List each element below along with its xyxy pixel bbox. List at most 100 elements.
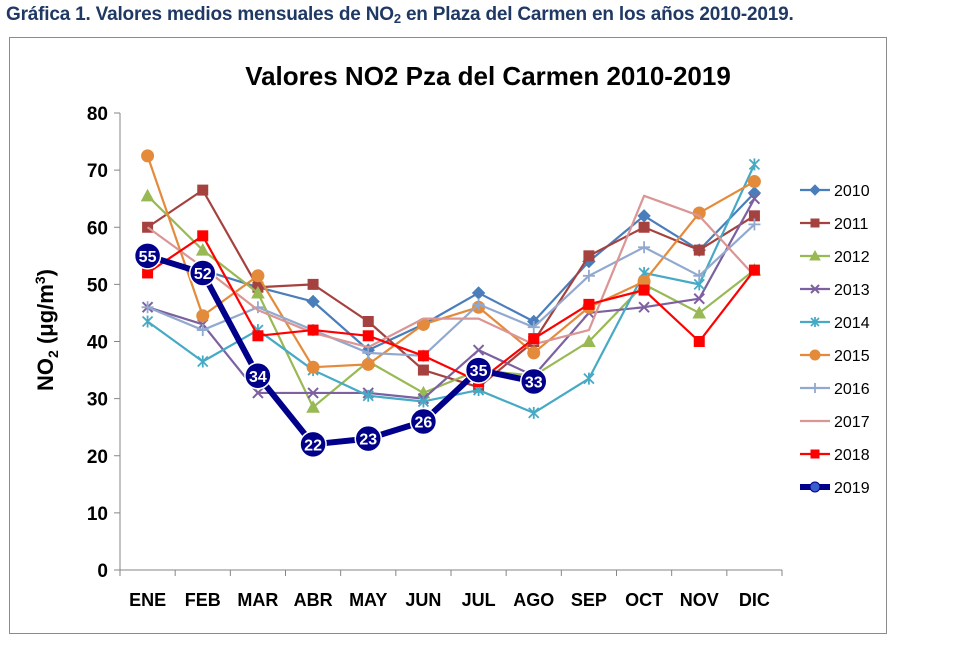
data-point-2015 bbox=[196, 309, 210, 323]
data-point-2013 bbox=[307, 387, 319, 399]
y-axis-label-sub: 2 bbox=[45, 350, 61, 358]
data-point-2016 bbox=[196, 324, 209, 337]
legend-item-2019: 2019 bbox=[800, 480, 870, 497]
data-point-2013 bbox=[252, 387, 264, 399]
legend-item-2017: 2017 bbox=[800, 414, 870, 431]
data-point-2019 bbox=[133, 242, 162, 270]
data-point-2018 bbox=[307, 324, 319, 336]
legend-label: 2016 bbox=[834, 381, 870, 398]
x-tick-label: FEB bbox=[185, 590, 221, 610]
data-point-2012 bbox=[251, 285, 265, 299]
legend-label: 2018 bbox=[834, 447, 870, 464]
legend-label: 2011 bbox=[834, 216, 869, 233]
y-tick-label: 60 bbox=[87, 218, 108, 239]
data-point-2015 bbox=[361, 357, 375, 371]
series-line-2010 bbox=[147, 192, 756, 352]
legend-label: 2015 bbox=[834, 348, 870, 365]
legend-swatch-marker bbox=[809, 184, 821, 196]
series-line-2011 bbox=[146, 189, 755, 389]
data-point-2019 bbox=[409, 407, 438, 436]
data-label-2019: 55 bbox=[139, 249, 157, 266]
data-point-2015 bbox=[141, 149, 155, 163]
x-tick-label: NOV bbox=[680, 590, 719, 610]
axes-group: 0 10 20 30 40 50 60 70 80 ENE FEB MAR ABR MAY JUN JUL AG… bbox=[87, 104, 783, 610]
data-point-2019 bbox=[464, 356, 493, 384]
legend-swatch-marker bbox=[810, 284, 820, 294]
data-point-2018 bbox=[197, 230, 209, 242]
data-point-2016 bbox=[693, 269, 706, 282]
data-point-2019 bbox=[354, 424, 382, 453]
data-point-2011 bbox=[197, 184, 209, 196]
data-point-2018 bbox=[693, 336, 705, 347]
x-tick-label: JUL bbox=[462, 590, 496, 610]
data-point-2014 bbox=[362, 389, 374, 402]
series-2017 bbox=[146, 194, 756, 349]
data-point-2014 bbox=[528, 406, 540, 419]
series-line-2012 bbox=[146, 195, 756, 409]
legend-swatch-marker bbox=[809, 349, 821, 361]
y-tick-label: 50 bbox=[87, 275, 108, 296]
legend-item-2010: 2010 bbox=[800, 183, 870, 200]
data-point-2016 bbox=[582, 269, 595, 282]
data-label-2019: 35 bbox=[470, 363, 488, 380]
legend-item-2016: 2016 bbox=[800, 381, 870, 398]
legend-swatch-marker bbox=[809, 249, 821, 261]
legend-swatch-marker bbox=[810, 218, 820, 228]
data-point-2018 bbox=[748, 264, 760, 276]
legend-label: 2019 bbox=[834, 480, 870, 497]
data-point-2015 bbox=[251, 269, 265, 283]
data-point-2019 bbox=[244, 362, 272, 390]
figure-caption: Gráfica 1. Valores medios mensuales de N… bbox=[6, 4, 794, 26]
legend-item-2012: 2012 bbox=[800, 249, 870, 266]
data-point-2013 bbox=[748, 192, 761, 205]
series-2016 bbox=[141, 218, 761, 362]
data-point-2014 bbox=[748, 158, 761, 171]
data-point-2012 bbox=[692, 305, 707, 319]
y-tick-label: 30 bbox=[87, 390, 108, 411]
legend-item-2011: 2011 bbox=[800, 216, 869, 233]
data-point-2013 bbox=[472, 344, 485, 356]
x-tick-label: OCT bbox=[625, 590, 663, 610]
legend-swatch-marker bbox=[810, 449, 820, 459]
data-point-2019 bbox=[299, 430, 327, 459]
y-tick-label: 20 bbox=[87, 447, 108, 468]
legend: 2010 2011 2012 2013 2014 2015 2016 2017 2018 2019 bbox=[800, 183, 870, 497]
y-tick-label: 70 bbox=[87, 161, 108, 182]
x-tick-label: ABR bbox=[294, 590, 333, 610]
data-point-2015 bbox=[747, 175, 761, 189]
x-tick-label: MAR bbox=[237, 590, 278, 610]
data-point-2010 bbox=[471, 286, 486, 300]
data-point-2014 bbox=[583, 372, 595, 385]
y-axis-label-prefix: NO bbox=[33, 358, 58, 391]
y-tick-label: 80 bbox=[87, 104, 108, 125]
data-point-2019 bbox=[520, 367, 548, 396]
data-point-2011 bbox=[693, 244, 705, 256]
data-point-2016 bbox=[141, 301, 154, 314]
series-line-2017 bbox=[146, 194, 756, 349]
x-tick-label: DIC bbox=[739, 590, 770, 610]
series-2018 bbox=[142, 230, 760, 387]
legend-swatch-marker bbox=[810, 317, 820, 327]
y-axis-label-end: ) bbox=[33, 269, 58, 276]
chart-title: Valores NO2 Pza del Carmen 2010-2019 bbox=[245, 61, 731, 91]
data-point-2016 bbox=[362, 346, 375, 359]
data-point-2011 bbox=[638, 221, 650, 233]
data-point-2012 bbox=[195, 243, 210, 256]
data-point-2018 bbox=[583, 298, 595, 310]
y-tick-label: 10 bbox=[87, 504, 108, 525]
data-point-2014 bbox=[141, 315, 154, 328]
data-point-2012 bbox=[140, 188, 155, 202]
data-point-2018 bbox=[362, 330, 374, 342]
legend-swatch-marker bbox=[810, 383, 820, 393]
data-point-2013 bbox=[638, 301, 650, 313]
data-point-2012 bbox=[582, 334, 596, 347]
data-point-2018 bbox=[252, 330, 264, 342]
legend-item-2013: 2013 bbox=[800, 282, 870, 299]
data-label-2019: 22 bbox=[304, 437, 322, 454]
data-point-2019 bbox=[189, 259, 217, 287]
series-2013 bbox=[141, 192, 761, 405]
data-point-2018 bbox=[528, 333, 540, 345]
series-2015 bbox=[141, 149, 761, 374]
data-label-2019: 26 bbox=[415, 414, 433, 431]
